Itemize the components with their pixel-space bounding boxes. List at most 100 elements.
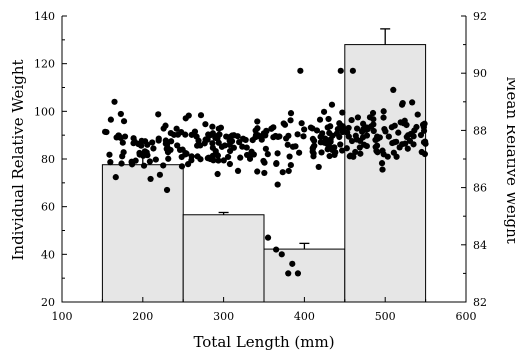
scatter-point (328, 101, 336, 108)
scatter-point (120, 149, 127, 156)
scatter-point (380, 114, 387, 121)
scatter-point (260, 157, 267, 165)
scatter-point (202, 121, 209, 128)
y2-tick-label: 86 (473, 182, 487, 195)
scatter-point (357, 150, 364, 157)
bar-3 (344, 44, 427, 303)
scatter-point (188, 157, 195, 164)
scatter-point (298, 120, 305, 127)
scatter-point (337, 141, 344, 148)
scatter-point (348, 116, 355, 124)
scatter-point (283, 135, 290, 142)
scatter-point (289, 260, 296, 267)
scatter-point (326, 152, 333, 160)
scatter-point (243, 151, 251, 159)
scatter-point (378, 160, 386, 167)
scatter-point (195, 137, 202, 144)
scatter-point (324, 146, 331, 153)
x-tick-label: 400 (294, 310, 315, 323)
scatter-point (343, 145, 350, 152)
scatter-point (263, 128, 270, 135)
y2-tick-label: 82 (473, 296, 487, 309)
scatter-point (339, 128, 346, 136)
scatter-point (364, 125, 371, 133)
scatter-point (339, 109, 346, 116)
scatter-point (261, 169, 268, 177)
scatter-point (289, 143, 297, 150)
axes-layer: 100 200 300 400 500 600 20 40 60 80 100 120 140 82 84 8… (34, 10, 487, 323)
y2-tick-label: 84 (473, 239, 487, 252)
scatter-point (142, 149, 149, 156)
scatter-point (396, 144, 403, 151)
scatter-point (264, 234, 272, 241)
y-axis-title: Individual Relative Weight (9, 59, 27, 260)
y-tick-label: 80 (41, 153, 55, 166)
scatter-point (326, 129, 333, 137)
y-tick-label: 20 (41, 296, 55, 309)
scatter-point (209, 123, 216, 130)
scatter-point (164, 144, 171, 151)
x-tick-label: 500 (375, 310, 396, 323)
scatter-point (146, 158, 153, 165)
scatter-point (403, 121, 410, 129)
scatter-point (183, 150, 190, 157)
scatter-point (407, 130, 415, 137)
bar-1 (182, 214, 265, 303)
scatter-point (320, 108, 328, 115)
scatter-point (284, 141, 291, 148)
y-tick-label: 120 (34, 58, 55, 71)
scatter-point (285, 270, 292, 277)
bar-2 (263, 248, 346, 303)
y-tick-label: 60 (41, 201, 55, 214)
scatter-point (345, 124, 352, 132)
scatter-point (160, 125, 167, 132)
scatter-point (165, 155, 172, 162)
scatter-point (345, 133, 352, 140)
scatter-point (150, 145, 157, 152)
scatter-point (209, 140, 216, 147)
scatter-point (234, 133, 241, 140)
scatter-point (354, 125, 361, 132)
scatter-point (239, 143, 246, 150)
scatter-point (215, 132, 222, 139)
scatter-point (207, 131, 214, 139)
scatter-point (111, 98, 118, 105)
scatter-point (374, 135, 381, 142)
scatter-point (294, 131, 301, 138)
scatter-point (379, 147, 386, 154)
scatter-point (294, 270, 302, 277)
scatter-point (136, 151, 143, 158)
scatter-point (317, 133, 324, 140)
scatter-point (107, 116, 114, 123)
scatter-point (397, 119, 404, 126)
scatter-point (346, 153, 353, 160)
scatter-point (337, 67, 344, 74)
scatter-point (120, 118, 128, 125)
bar-0 (101, 164, 184, 303)
x-tick-label: 600 (456, 310, 477, 323)
scatter-point (226, 141, 233, 149)
scatter-point (274, 150, 281, 157)
y-tick-label: 140 (34, 10, 55, 23)
scatter-point (106, 151, 113, 158)
scatter-point (113, 134, 120, 141)
scatter-point (388, 124, 395, 131)
scatter-point (264, 151, 271, 158)
scatter-point (370, 127, 377, 135)
scatter-point (254, 168, 261, 175)
scatter-point (226, 147, 234, 155)
scatter-point (258, 134, 265, 141)
scatter-point (224, 153, 232, 161)
scatter-point (353, 136, 360, 143)
scatter-point (237, 154, 244, 161)
scatter-point (273, 160, 280, 167)
scatter-point (390, 86, 397, 93)
scatter-point (220, 157, 227, 164)
scatter-point (178, 163, 186, 170)
scatter-point (414, 111, 421, 118)
scatter-point (215, 157, 222, 164)
scatter-point (132, 157, 139, 164)
scatter-point (236, 139, 243, 146)
scatter-point (318, 149, 325, 156)
scatter-point (323, 140, 331, 147)
